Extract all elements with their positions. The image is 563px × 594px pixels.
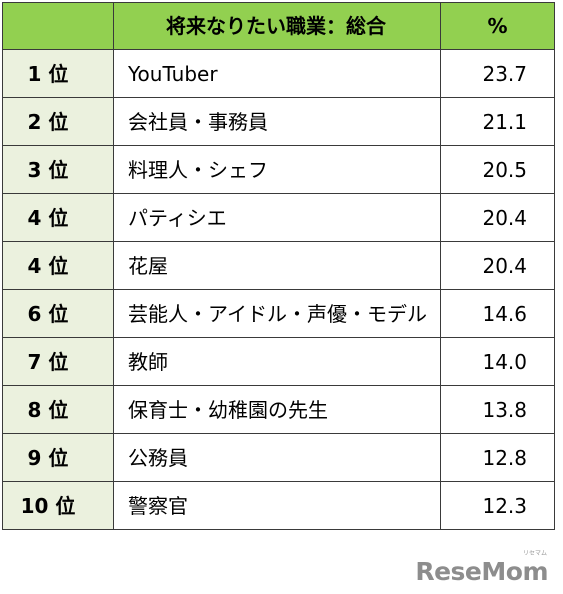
job-cell: 芸能人・アイドル・声優・モデル [113,289,441,338]
job-cell: 公務員 [113,433,441,482]
job-cell: 警察官 [113,481,441,530]
table-row: 1 位 YouTuber 23.7 [2,49,555,98]
table-row: 3 位 料理人・シェフ 20.5 [2,145,555,194]
rank-cell: 4 位 [2,193,114,242]
rank-cell: 8 位 [2,385,114,434]
percent-cell: 12.8 [440,433,555,482]
table-row: 2 位 会社員・事務員 21.1 [2,97,555,146]
rank-cell: 4 位 [2,241,114,290]
percent-cell: 13.8 [440,385,555,434]
rank-cell: 6 位 [2,289,114,338]
percent-cell: 23.7 [440,49,555,98]
table-row: 4 位 パティシエ 20.4 [2,193,555,242]
header-row: 将来なりたい職業：総合 % [2,2,555,50]
rank-cell: 1 位 [2,49,114,98]
table-row: 9 位 公務員 12.8 [2,433,555,482]
percent-header: % [440,2,555,50]
ranking-table: 将来なりたい職業：総合 % 1 位 YouTuber 23.7 2 位 会社員・… [2,2,555,530]
job-cell: 教師 [113,337,441,386]
percent-cell: 21.1 [440,97,555,146]
percent-cell: 14.6 [440,289,555,338]
job-cell: 花屋 [113,241,441,290]
percent-cell: 12.3 [440,481,555,530]
rank-cell: 3 位 [2,145,114,194]
rank-cell: 2 位 [2,97,114,146]
title-header: 将来なりたい職業：総合 [113,2,441,50]
percent-cell: 20.4 [440,241,555,290]
percent-cell: 20.5 [440,145,555,194]
rank-cell: 9 位 [2,433,114,482]
percent-cell: 14.0 [440,337,555,386]
rank-cell: 10 位 [2,481,114,530]
table-row: 10 位 警察官 12.3 [2,481,555,530]
job-cell: 会社員・事務員 [113,97,441,146]
table-row: 8 位 保育士・幼稚園の先生 13.8 [2,385,555,434]
percent-cell: 20.4 [440,193,555,242]
watermark-tag: リセマム [522,550,547,557]
rank-cell: 7 位 [2,337,114,386]
resemom-watermark-logo: ReseMom [415,557,548,586]
table-row: 7 位 教師 14.0 [2,337,555,386]
job-cell: YouTuber [113,49,441,98]
job-cell: 保育士・幼稚園の先生 [113,385,441,434]
job-cell: パティシエ [113,193,441,242]
rank-header [2,2,114,50]
job-cell: 料理人・シェフ [113,145,441,194]
table-row: 6 位 芸能人・アイドル・声優・モデル 14.6 [2,289,555,338]
table-row: 4 位 花屋 20.4 [2,241,555,290]
